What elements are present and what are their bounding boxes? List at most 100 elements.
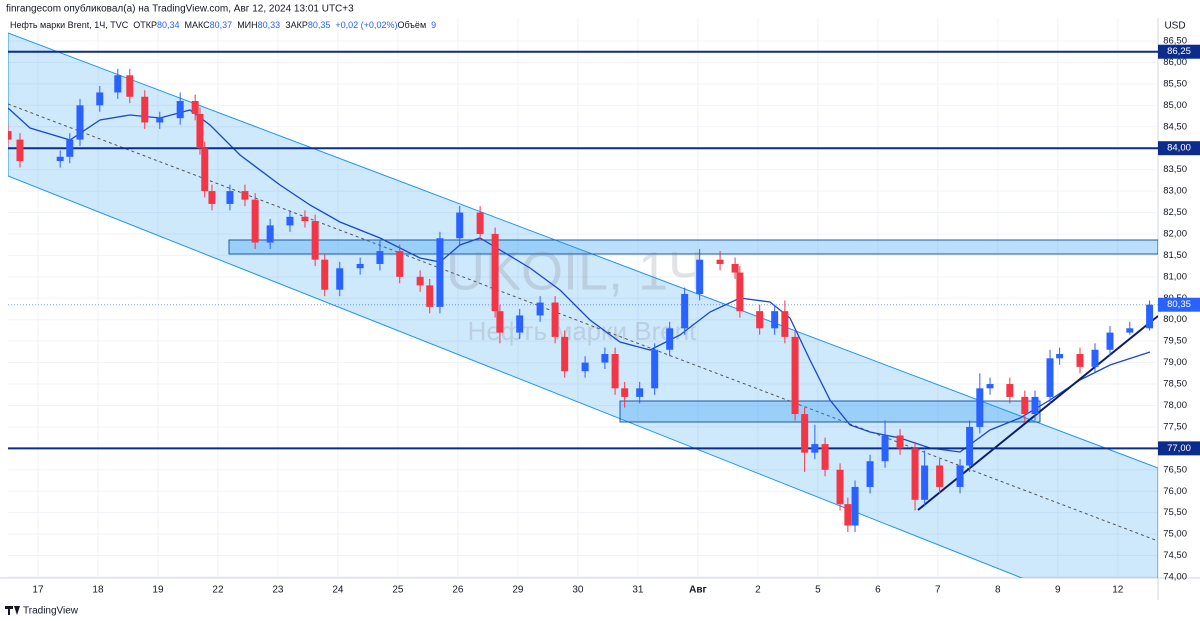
y-tick-label: 79,00 xyxy=(1163,357,1187,368)
candle-body xyxy=(896,435,904,449)
candle-body xyxy=(356,263,364,269)
x-tick-label: 25 xyxy=(392,585,404,596)
level-label: 77,00 xyxy=(1167,443,1191,454)
candles xyxy=(8,68,1154,532)
candle-body xyxy=(56,156,64,162)
y-tick-label: 76,50 xyxy=(1163,464,1187,475)
x-tick-label: 22 xyxy=(212,585,224,596)
y-tick-label: 84,50 xyxy=(1163,121,1187,132)
candle-body xyxy=(126,75,134,97)
drawings: UKOIL, 1Ч Нефть марки Brent xyxy=(8,32,1158,578)
candle-body xyxy=(621,388,629,397)
candle-body xyxy=(881,435,889,462)
watermark: UKOIL, 1Ч xyxy=(446,241,704,301)
info-item: 80,34 xyxy=(157,20,180,30)
candle-body xyxy=(781,311,789,337)
candle-body xyxy=(251,199,259,243)
x-tick-label: 2 xyxy=(755,585,761,596)
last-price-tag xyxy=(1158,297,1200,312)
y-tick-label: 86,50 xyxy=(1163,36,1187,47)
axis-labels: 74,00 74,50 75,00 75,50 76,00 76,50 77,00 77,50… xyxy=(32,36,1200,596)
y-tick-label: 83,50 xyxy=(1163,164,1187,175)
candle-body xyxy=(311,221,319,260)
candle-body xyxy=(476,212,484,234)
candle-body xyxy=(601,354,609,363)
info-item: 80,35 xyxy=(308,20,331,30)
level-label: 86,25 xyxy=(1167,46,1191,57)
candle-body xyxy=(114,75,122,93)
candle-body xyxy=(201,148,209,192)
x-tick-label: 26 xyxy=(452,585,464,596)
info-item: 80,33 xyxy=(258,20,281,30)
candle-body xyxy=(936,465,944,487)
candle-body xyxy=(456,212,464,239)
candle-body xyxy=(696,259,704,294)
candle-body xyxy=(16,139,24,162)
y-tick-label: 74,00 xyxy=(1163,572,1187,583)
y-tick-label: 86,00 xyxy=(1163,57,1187,68)
brand-logo xyxy=(5,606,20,615)
candle-body xyxy=(141,96,149,123)
candle-body xyxy=(426,285,434,307)
candle-body xyxy=(416,276,424,286)
candle-body xyxy=(241,191,249,200)
x-tick-label: 31 xyxy=(632,585,644,596)
candle-body xyxy=(491,233,499,312)
y-tick-label: 82,00 xyxy=(1163,228,1187,239)
y-tick-label: 75,50 xyxy=(1163,507,1187,518)
candle-body xyxy=(551,302,559,337)
candle-body xyxy=(8,131,12,140)
x-tick-label: 5 xyxy=(815,585,821,596)
candle-body xyxy=(561,336,569,372)
info-item: МАКС xyxy=(185,20,211,30)
candle-body xyxy=(1146,304,1154,329)
level-tag xyxy=(1158,441,1200,456)
level-label: 84,00 xyxy=(1167,143,1191,154)
candle-body xyxy=(581,362,589,372)
candle-body xyxy=(1046,358,1054,397)
last-price-label: 80,35 xyxy=(1167,299,1191,310)
candle-body xyxy=(966,426,974,466)
candle-body xyxy=(301,216,309,222)
candle-body xyxy=(611,354,619,389)
candle-body xyxy=(536,302,544,316)
info-item: Объём xyxy=(397,20,426,30)
candle-body xyxy=(736,272,744,312)
candle-body xyxy=(286,216,294,226)
candle-body xyxy=(436,238,444,307)
candle-body xyxy=(866,461,874,487)
x-tick-label: 17 xyxy=(32,585,44,596)
candle-body xyxy=(208,191,216,204)
info-item: ОТКР xyxy=(133,20,157,30)
candle-body xyxy=(811,444,819,453)
x-tick-label: 9 xyxy=(1055,585,1061,596)
candle-body xyxy=(156,118,164,123)
y-tick-label: 78,50 xyxy=(1163,379,1187,390)
info-item: 80,37 xyxy=(210,20,233,30)
candle-body xyxy=(1031,396,1039,415)
candle-body xyxy=(396,251,404,277)
x-tick-label: 12 xyxy=(1112,585,1124,596)
y-tick-label: 78,00 xyxy=(1163,400,1187,411)
candle-body xyxy=(636,388,644,397)
level-tag xyxy=(1158,44,1200,59)
candle-body xyxy=(1056,354,1064,359)
info-item: ЗАКР xyxy=(285,20,308,30)
channel-midline xyxy=(8,103,1158,542)
candle-body xyxy=(956,465,964,487)
candle-body xyxy=(756,311,764,329)
y-tick-label: 83,00 xyxy=(1163,186,1187,197)
candle-body xyxy=(986,384,994,389)
candle-body xyxy=(791,336,799,415)
candle-body xyxy=(1006,384,1014,397)
candle-body xyxy=(851,486,859,526)
candle-body xyxy=(1126,328,1134,333)
candle-body xyxy=(666,328,674,350)
y-tick-label: 82,50 xyxy=(1163,207,1187,218)
y-tick-label: 79,50 xyxy=(1163,336,1187,347)
header-info: Нефть марки Brent, 1Ч, TVC ОТКР80,34 МАКС8… xyxy=(10,20,436,30)
currency: USD xyxy=(1164,21,1185,32)
candle-body xyxy=(1091,349,1099,367)
candle-body xyxy=(376,251,384,264)
